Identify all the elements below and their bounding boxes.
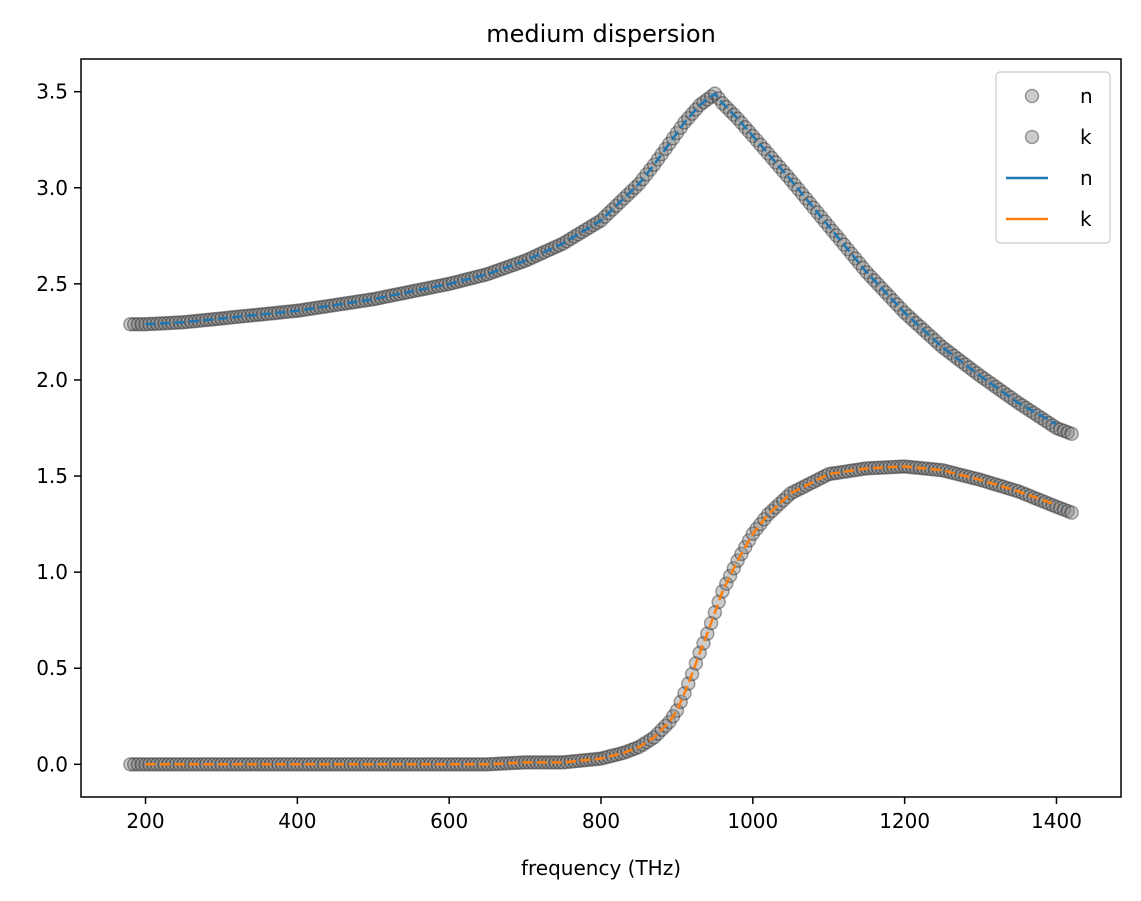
x-tick-label: 1200 bbox=[879, 809, 930, 833]
data-point bbox=[422, 280, 438, 295]
data-point bbox=[1003, 481, 1019, 497]
y-axis: 0.0 0.5 1.0 1.5 2.0 2.5 3.0 3.5 bbox=[36, 80, 81, 776]
data-point bbox=[1049, 499, 1064, 515]
data-point bbox=[696, 636, 711, 651]
x-tick-label: 600 bbox=[430, 809, 468, 833]
data-point bbox=[992, 478, 1007, 493]
data-point bbox=[597, 750, 613, 765]
data-point bbox=[950, 466, 966, 482]
data-point bbox=[961, 469, 977, 485]
data-point bbox=[1064, 426, 1079, 442]
data-point bbox=[1056, 423, 1072, 439]
data-point bbox=[711, 594, 726, 610]
y-tick-label: 0.5 bbox=[36, 656, 68, 680]
plot-area bbox=[123, 86, 1079, 772]
y-tick-label: 1.0 bbox=[36, 560, 68, 584]
data-point bbox=[1045, 418, 1060, 433]
legend-box bbox=[995, 71, 1111, 244]
data-point bbox=[464, 270, 480, 286]
series-k-markers bbox=[123, 459, 1079, 772]
data-point bbox=[126, 757, 142, 772]
axes-frame bbox=[80, 58, 1122, 798]
data-point bbox=[495, 261, 510, 277]
series-n-markers bbox=[123, 86, 1079, 442]
data-point bbox=[123, 316, 138, 332]
data-point bbox=[627, 741, 643, 756]
data-point bbox=[506, 257, 521, 273]
data-point bbox=[548, 239, 563, 255]
x-tick-label: 400 bbox=[278, 809, 316, 833]
x-tick-label: 1400 bbox=[1031, 809, 1082, 833]
y-tick-label: 2.5 bbox=[36, 272, 68, 296]
data-point bbox=[1007, 483, 1022, 498]
data-point bbox=[1064, 505, 1079, 520]
y-tick-label: 1.5 bbox=[36, 464, 68, 488]
x-tick-label: 800 bbox=[582, 809, 620, 833]
data-point bbox=[479, 267, 495, 282]
data-point bbox=[977, 473, 992, 489]
data-point bbox=[453, 273, 468, 289]
data-point bbox=[612, 746, 628, 762]
data-point bbox=[533, 246, 548, 262]
data-point bbox=[126, 316, 142, 332]
legend-label: k bbox=[1080, 125, 1092, 149]
data-point bbox=[449, 274, 465, 290]
data-point bbox=[1053, 422, 1068, 437]
data-point bbox=[722, 568, 738, 584]
x-axis-label: frequency (THz) bbox=[521, 856, 681, 880]
y-tick-label: 2.0 bbox=[36, 368, 68, 392]
data-point bbox=[1049, 420, 1064, 436]
data-point bbox=[681, 676, 696, 691]
data-point bbox=[806, 474, 821, 490]
data-point bbox=[438, 277, 453, 292]
data-point bbox=[1056, 502, 1072, 517]
data-point bbox=[1060, 425, 1076, 440]
legend-marker bbox=[1024, 129, 1040, 145]
data-point bbox=[381, 288, 396, 304]
x-tick-label: 200 bbox=[126, 809, 164, 833]
y-tick-label: 3.0 bbox=[36, 176, 68, 200]
y-tick-label: 3.5 bbox=[36, 80, 68, 104]
y-tick-label: 0.0 bbox=[36, 752, 68, 776]
data-point bbox=[965, 470, 981, 486]
data-point bbox=[521, 251, 537, 267]
x-tick-label: 1000 bbox=[727, 809, 778, 833]
chart-title: medium dispersion bbox=[486, 20, 716, 48]
legend-label: n bbox=[1080, 166, 1093, 190]
legend-marker bbox=[1024, 88, 1040, 104]
data-point bbox=[1018, 487, 1034, 502]
data-point bbox=[601, 749, 616, 764]
data-point bbox=[1060, 503, 1076, 519]
legend-label: n bbox=[1080, 84, 1093, 108]
data-point bbox=[794, 480, 810, 495]
data-point bbox=[130, 757, 146, 772]
data-point bbox=[123, 757, 138, 772]
data-point bbox=[130, 316, 146, 332]
series-k-line bbox=[145, 465, 1057, 766]
x-axis: 200 400 600 800 1000 1200 1400 bbox=[126, 797, 1082, 833]
data-point bbox=[1053, 500, 1068, 516]
legend-label: k bbox=[1080, 207, 1092, 231]
series-n-line bbox=[145, 91, 1058, 426]
